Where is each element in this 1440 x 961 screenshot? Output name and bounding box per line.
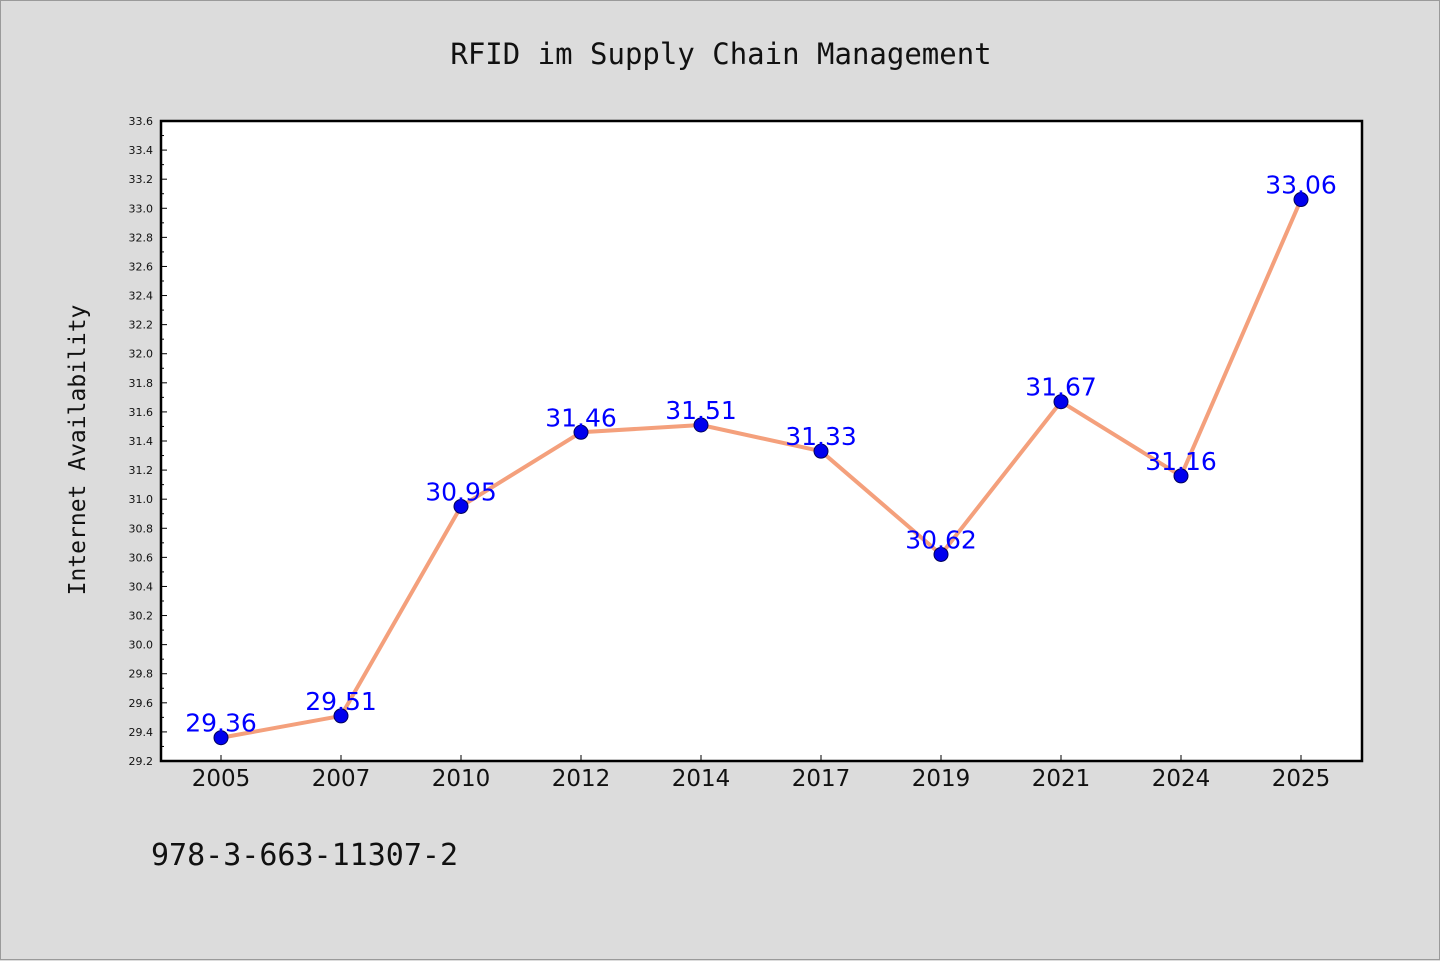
data-point-marker: [933, 546, 949, 562]
x-tick-label: 2010: [432, 766, 491, 792]
series-group: [213, 192, 1309, 746]
data-point-marker: [333, 708, 349, 724]
data-point-marker: [213, 730, 229, 746]
y-tick-label: 32.2: [129, 319, 154, 332]
y-tick-label: 33.4: [129, 144, 154, 157]
y-tick-label: 30.8: [129, 522, 154, 535]
y-tick-label: 30.4: [129, 580, 154, 593]
data-point-marker: [1173, 468, 1189, 484]
y-tick-label: 29.4: [129, 726, 154, 739]
data-label: 31.67: [1025, 373, 1097, 402]
y-tick-label: 30.2: [129, 610, 154, 623]
y-tick-label: 32.0: [129, 348, 154, 361]
data-label: 30.62: [905, 525, 977, 554]
data-label: 31.46: [545, 403, 617, 432]
y-tick-label: 29.8: [129, 668, 154, 681]
y-tick-label: 31.0: [129, 493, 154, 506]
data-label: 31.33: [785, 422, 857, 451]
chart-title: RFID im Supply Chain Management: [450, 37, 991, 71]
footer-isbn: 978-3-663-11307-2: [151, 838, 458, 873]
x-tick-label: 2019: [912, 766, 971, 792]
data-point-marker: [1293, 192, 1309, 208]
x-tick-label: 2024: [1152, 766, 1211, 792]
y-tick-label: 31.4: [129, 435, 154, 448]
series-line: [219, 197, 1303, 740]
data-point-marker: [693, 417, 709, 433]
data-label: 31.51: [665, 396, 737, 425]
y-tick-label: 32.6: [129, 260, 154, 273]
data-label: 33.06: [1265, 171, 1337, 200]
x-tick-label: 2007: [312, 766, 371, 792]
data-label: 29.51: [305, 687, 377, 716]
y-tick-label: 33.0: [129, 202, 154, 215]
y-tick-label: 31.2: [129, 464, 154, 477]
x-tick-label: 2017: [792, 766, 851, 792]
x-tick-label: 2025: [1272, 766, 1331, 792]
data-point-marker: [813, 443, 829, 459]
y-tick-label: 31.6: [129, 406, 154, 419]
data-point-marker: [1053, 394, 1069, 410]
y-tick-label: 33.6: [129, 115, 154, 128]
data-label: 31.16: [1145, 447, 1217, 476]
data-point-marker: [453, 498, 469, 514]
y-tick-label: 29.2: [129, 755, 154, 768]
plot-area: [159, 119, 1364, 763]
y-tick-label: 32.4: [129, 290, 154, 303]
data-label: 29.36: [185, 709, 257, 738]
data-label: 30.95: [425, 477, 497, 506]
y-tick-label: 33.2: [129, 173, 154, 186]
y-axis-ticks: 29.2 29.4 29.6 29.8 30.0 30.2 30.4 30.6 30.8 31.0…: [129, 115, 167, 768]
y-tick-label: 29.6: [129, 697, 154, 710]
x-tick-label: 2005: [192, 766, 251, 792]
x-tick-label: 2012: [552, 766, 611, 792]
x-tick-label: 2014: [672, 766, 731, 792]
x-axis-ticks: 2005 2007 2010 2012 2014 2017 2019 2021 2024 2025: [192, 755, 1331, 792]
y-axis-label: Internet Availability: [65, 305, 91, 596]
y-tick-label: 30.6: [129, 551, 154, 564]
x-tick-label: 2021: [1032, 766, 1091, 792]
data-point-marker: [573, 424, 589, 440]
y-tick-label: 32.8: [129, 231, 154, 244]
y-tick-label: 31.8: [129, 377, 154, 390]
y-tick-label: 30.0: [129, 639, 154, 652]
data-labels-group: 29.36 29.51 30.95 31.46 31.51 31.33 30.62 31.67…: [185, 171, 1337, 738]
